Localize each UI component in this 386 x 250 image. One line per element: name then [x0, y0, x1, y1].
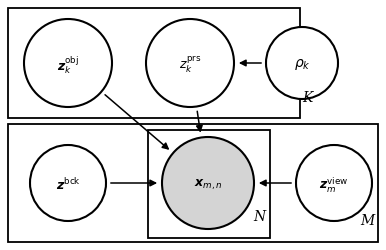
- Text: $\rho_k$: $\rho_k$: [294, 58, 310, 72]
- Bar: [8, 8, 300, 118]
- Text: $\boldsymbol{z}^{\rm bck}$: $\boldsymbol{z}^{\rm bck}$: [56, 177, 80, 193]
- Circle shape: [162, 137, 254, 229]
- Bar: [8, 124, 378, 242]
- Circle shape: [24, 19, 112, 107]
- Text: K: K: [302, 91, 312, 105]
- Text: $\boldsymbol{z}_k^{\rm obj}$: $\boldsymbol{z}_k^{\rm obj}$: [57, 54, 79, 76]
- Text: $z_k^{\rm prs}$: $z_k^{\rm prs}$: [179, 55, 201, 75]
- Circle shape: [30, 145, 106, 221]
- Circle shape: [146, 19, 234, 107]
- Bar: [148, 130, 270, 238]
- Text: N: N: [253, 210, 265, 224]
- Circle shape: [266, 27, 338, 99]
- Text: $\boldsymbol{z}_m^{\rm view}$: $\boldsymbol{z}_m^{\rm view}$: [319, 175, 349, 195]
- Text: $\boldsymbol{x}_{m,n}$: $\boldsymbol{x}_{m,n}$: [194, 178, 222, 192]
- Text: M: M: [360, 214, 374, 228]
- Circle shape: [296, 145, 372, 221]
